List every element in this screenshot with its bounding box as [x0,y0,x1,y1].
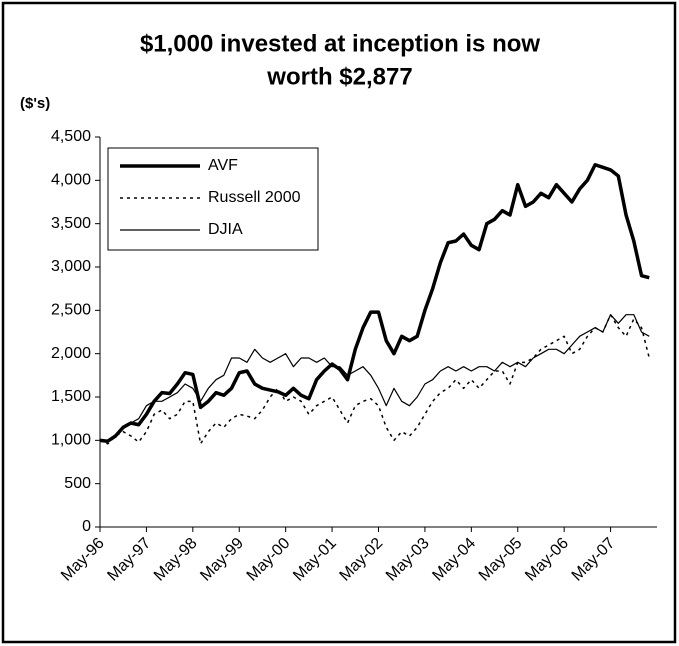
chart-title: worth $2,877 [266,63,412,90]
series-line [99,162,650,443]
legend-label: DJIA [208,221,243,238]
y-axis-label: ($'s) [20,95,50,112]
y-tick-label: 3,500 [51,215,91,232]
legend-label: Russell 2000 [208,189,301,206]
y-tick-label: 500 [64,475,91,492]
y-tick-label: 4,500 [51,128,91,145]
chart-title: $1,000 invested at inception is now [140,30,540,57]
y-tick-label: 1,500 [51,388,91,405]
legend-label: AVF [208,157,238,174]
y-tick-label: 3,000 [51,258,91,275]
y-tick-label: 4,000 [51,172,91,189]
y-tick-label: 2,000 [51,345,91,362]
y-tick-label: 2,500 [51,302,91,319]
series-line [99,313,650,445]
y-tick-label: 1,000 [51,432,91,449]
y-tick-label: 0 [82,518,91,535]
series-line [99,314,650,442]
